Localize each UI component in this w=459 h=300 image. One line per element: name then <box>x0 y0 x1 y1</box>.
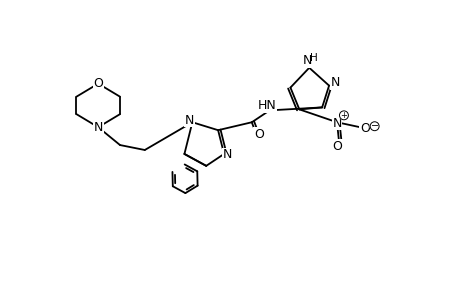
Text: O: O <box>331 140 341 152</box>
Text: N: N <box>331 117 341 130</box>
Text: O: O <box>253 128 263 141</box>
Text: O: O <box>93 77 103 90</box>
Text: +: + <box>340 111 347 120</box>
Text: H: H <box>310 53 317 63</box>
Circle shape <box>369 122 378 131</box>
Text: N: N <box>185 114 194 127</box>
Text: −: − <box>370 121 378 131</box>
Text: N: N <box>222 148 231 161</box>
Text: N: N <box>302 54 311 67</box>
Circle shape <box>339 111 347 120</box>
Text: N: N <box>93 121 103 134</box>
Text: N: N <box>330 76 339 89</box>
Text: HN: HN <box>257 99 275 112</box>
Text: O: O <box>359 122 369 135</box>
